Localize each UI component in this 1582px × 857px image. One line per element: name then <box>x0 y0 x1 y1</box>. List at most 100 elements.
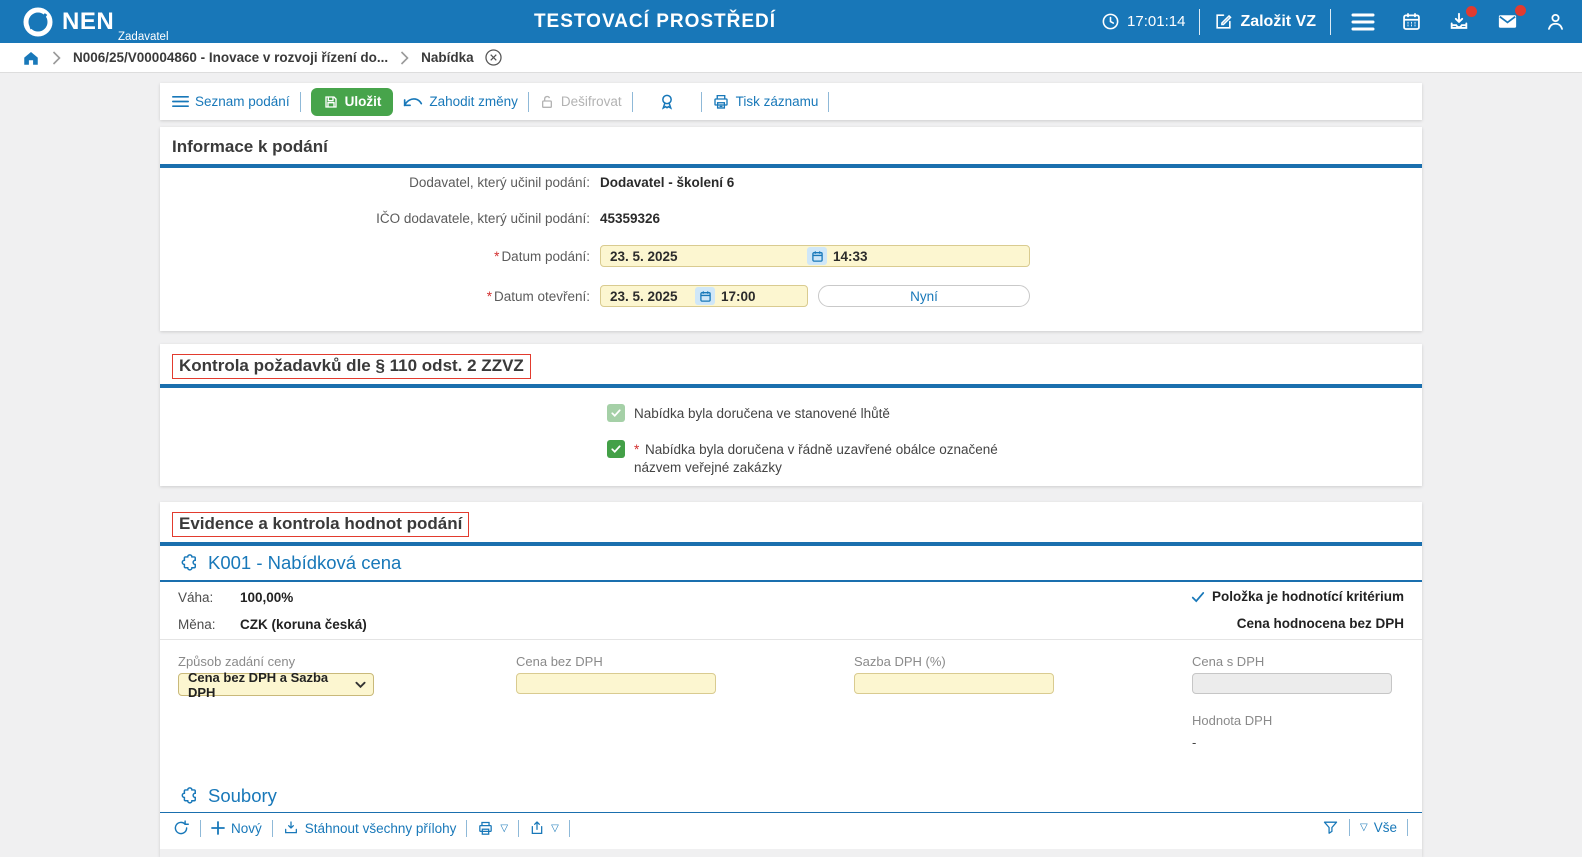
divider <box>1349 819 1351 836</box>
subsection-underline <box>160 812 1422 813</box>
refresh-button[interactable] <box>172 819 190 837</box>
check-icon <box>1191 591 1205 603</box>
divider <box>200 819 201 837</box>
section-submission-info: Informace k podání Dodavatel, který učin… <box>160 127 1422 331</box>
view-all-button[interactable]: ▽ Vše <box>1360 820 1397 835</box>
upload-export-icon <box>529 820 545 836</box>
filter-button[interactable] <box>1322 819 1339 836</box>
export-files-button[interactable]: ▽ <box>529 820 559 836</box>
open-date-value[interactable]: 23. 5. 2025 <box>610 288 678 304</box>
calendar-picker-icon[interactable] <box>807 247 827 265</box>
server-time: 17:01:14 <box>1101 12 1185 31</box>
divider <box>568 819 570 837</box>
user-icon <box>1545 11 1566 32</box>
close-tab-icon[interactable] <box>484 48 503 67</box>
checkbox-delivered-on-time <box>607 404 625 422</box>
section-title: Evidence a kontrola hodnot podání <box>172 512 470 537</box>
checkbox-sealed-envelope[interactable] <box>607 440 625 458</box>
notification-dot <box>1515 5 1526 16</box>
notification-dot <box>1466 5 1477 17</box>
price-with-vat-input-disabled <box>1192 673 1392 694</box>
submit-date-label: * Datum podání: <box>494 248 590 264</box>
dropdown-arrow-icon: ▽ <box>1360 822 1368 833</box>
user-profile-button[interactable] <box>1539 9 1572 34</box>
decrypt-button: Dešifrovat <box>539 94 622 110</box>
printer-icon <box>477 820 494 837</box>
printer-icon <box>712 93 730 111</box>
brand-name: NEN <box>62 7 115 35</box>
inbox-downloads-button[interactable] <box>1442 5 1477 35</box>
submission-list-button[interactable]: Seznam podání <box>172 94 290 109</box>
record-toolbar: Seznam podání Uložit Zahodit změny Dešif… <box>160 83 1422 120</box>
divider <box>527 91 529 112</box>
section-underline <box>160 384 1422 388</box>
breadcrumb-current-tab[interactable]: Nabídka <box>421 50 474 65</box>
divider <box>828 91 830 112</box>
section-requirements-check: Kontrola požadavků dle § 110 odst. 2 ZZV… <box>160 344 1422 486</box>
price-mode-label: Způsob zadání ceny <box>178 654 296 669</box>
nen-logo-icon <box>22 6 54 38</box>
vat-rate-input[interactable] <box>854 673 1054 694</box>
section-title: Kontrola požadavků dle § 110 odst. 2 ZZV… <box>172 354 531 379</box>
brand[interactable]: NEN Zadavatel <box>0 6 169 42</box>
submit-time-value[interactable]: 14:33 <box>833 248 868 264</box>
award-ribbon-icon <box>657 92 677 112</box>
print-record-button[interactable]: Tisk záznamu <box>712 93 818 111</box>
main-menu-button[interactable] <box>1345 11 1381 33</box>
floppy-disk-icon <box>323 94 339 110</box>
divider <box>466 819 468 837</box>
price-with-vat-label: Cena s DPH <box>1192 654 1265 669</box>
price-no-vat-input[interactable] <box>516 673 716 694</box>
top-header-bar: NEN Zadavatel TESTOVACÍ PROSTŘEDÍ 17:01:… <box>0 0 1582 43</box>
submit-date-value[interactable]: 23. 5. 2025 <box>610 248 678 264</box>
open-datetime-field[interactable]: 23. 5. 2025 17:00 <box>600 285 808 307</box>
print-files-button[interactable]: ▽ <box>477 820 508 837</box>
ico-value: 45359326 <box>600 211 661 226</box>
vat-amount-value: - <box>1192 735 1197 750</box>
save-button[interactable]: Uložit <box>310 87 394 116</box>
section-underline <box>160 164 1422 168</box>
calendar-button[interactable] <box>1395 9 1428 34</box>
discard-changes-button[interactable]: Zahodit změny <box>403 94 518 110</box>
puzzle-icon <box>178 786 199 807</box>
calendar-picker-icon[interactable] <box>695 287 715 305</box>
hamburger-menu-icon <box>1351 13 1375 31</box>
submit-datetime-field[interactable]: 23. 5. 2025 14:33 <box>600 245 1030 267</box>
breadcrumb: N006/25/V00004860 - Inovace v rozvoji ří… <box>0 43 1582 73</box>
refresh-icon <box>172 819 190 837</box>
plus-icon <box>211 821 225 835</box>
edit-square-icon <box>1214 12 1233 31</box>
price-mode-select[interactable]: Cena bez DPH a Sazba DPH <box>178 670 374 700</box>
checkbox-label: * Nabídka byla doručena v řádně uzavřené… <box>634 442 998 476</box>
table-header-strip <box>160 849 1422 857</box>
inbox-download-icon <box>1448 11 1470 33</box>
checkbox-label: Nabídka byla doručena ve stanovené lhůtě <box>634 406 890 421</box>
calendar-icon <box>1401 11 1422 32</box>
open-time-value[interactable]: 17:00 <box>721 288 756 304</box>
subsection-title: K001 - Nabídková cena <box>208 552 402 573</box>
chevron-down-icon <box>355 681 366 689</box>
vat-rate-label: Sazba DPH (%) <box>854 654 946 669</box>
funnel-icon <box>1322 819 1339 836</box>
messages-button[interactable] <box>1490 5 1526 35</box>
undo-icon <box>403 94 423 110</box>
home-icon[interactable] <box>22 49 40 67</box>
now-button[interactable]: Nyní <box>818 285 1030 307</box>
brand-role-label: Zadavatel <box>118 30 169 43</box>
create-vz-button[interactable]: Založit VZ <box>1214 12 1316 31</box>
unlock-icon <box>539 94 555 110</box>
new-file-button[interactable]: Nový <box>211 821 262 836</box>
clock-icon <box>1101 12 1120 31</box>
breadcrumb-procurement[interactable]: N006/25/V00004860 - Inovace v rozvoji ří… <box>73 50 389 65</box>
section-values-evidence: Evidence a kontrola hodnot podání K001 -… <box>160 502 1422 857</box>
download-all-attachments-button[interactable]: Stáhnout všechny přílohy <box>283 820 456 836</box>
chevron-right-icon <box>400 50 409 65</box>
divider <box>700 91 702 112</box>
weight-label: Váha: <box>178 590 214 605</box>
section-underline <box>160 542 1422 546</box>
subsection-files-header: Soubory <box>178 785 277 807</box>
divider <box>271 819 273 837</box>
section-title: Informace k podání <box>172 137 328 156</box>
certificate-button[interactable] <box>643 92 691 112</box>
